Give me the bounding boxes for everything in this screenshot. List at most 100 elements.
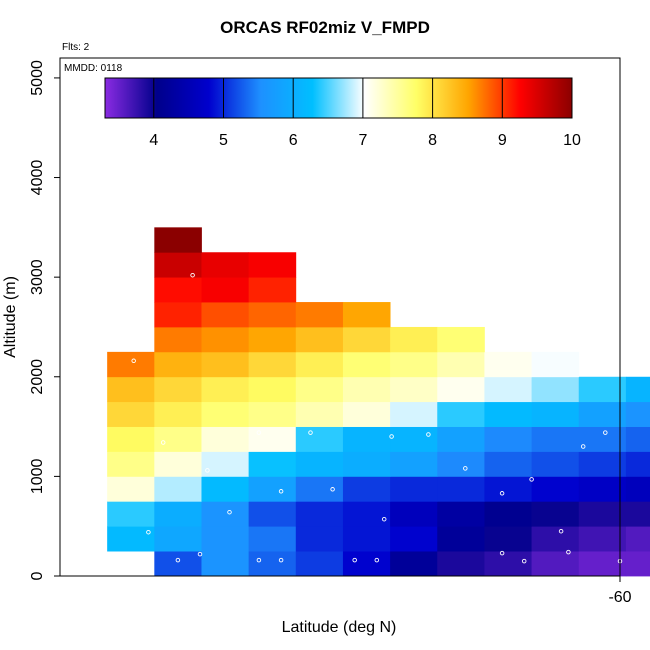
heatmap-cell — [437, 351, 485, 378]
observation-marker — [374, 557, 380, 563]
heatmap-cell — [342, 302, 391, 328]
heatmap-cell — [342, 376, 391, 403]
heatmap-cell — [201, 252, 250, 278]
heatmap-cell — [625, 526, 650, 552]
heatmap-cell — [201, 451, 250, 477]
heatmap-cell — [531, 501, 580, 527]
heatmap-cell — [625, 451, 650, 477]
heatmap-cell — [437, 426, 485, 452]
heatmap-cell — [390, 401, 438, 427]
heatmap-cell — [437, 376, 485, 403]
heatmap-cell — [107, 426, 155, 452]
heatmap-cell — [154, 376, 202, 403]
heatmap-cell — [437, 476, 485, 502]
observation-marker — [352, 557, 357, 563]
heatmap-cell — [154, 426, 202, 452]
colorbar: 4 5 6 7 8 9 10 — [104, 77, 581, 149]
heatmap-cell — [484, 451, 532, 477]
observation-marker — [160, 440, 166, 445]
heatmap-cell — [342, 426, 391, 452]
heatmap-cell — [342, 326, 391, 353]
heatmap-cell — [437, 551, 485, 577]
colorbar-tick-label: 10 — [563, 132, 581, 149]
observation-marker — [463, 466, 468, 471]
heatmap-cell — [342, 501, 391, 527]
observation-marker — [256, 430, 262, 435]
heatmap-cell — [248, 376, 297, 403]
heatmap-cell — [154, 351, 202, 378]
heatmap-cell — [437, 451, 485, 477]
heatmap-cell — [578, 551, 627, 577]
heatmap-cell — [201, 302, 250, 328]
heatmap-cell — [295, 551, 344, 577]
heatmap-cell — [437, 326, 485, 353]
heatmap-cell — [531, 351, 580, 378]
heatmap-cell — [578, 401, 627, 427]
heatmap-cell — [154, 476, 202, 502]
y-axis-label: Altitude (m) — [2, 276, 19, 358]
heatmap-cell — [295, 526, 344, 552]
heatmap-cell — [484, 551, 532, 577]
colorbar-tick-label: 9 — [498, 132, 507, 149]
heatmap-cell — [484, 526, 532, 552]
colorbar-tick-label: 5 — [219, 132, 228, 149]
observation-marker — [566, 549, 571, 555]
heatmap-cell — [531, 376, 580, 403]
heatmap-cell — [248, 451, 297, 477]
heatmap-cell — [201, 401, 250, 427]
heatmap-cell — [201, 551, 250, 577]
observation-markers — [131, 272, 623, 564]
observation-marker — [499, 550, 505, 556]
heatmap-cell — [578, 476, 627, 502]
observation-marker — [330, 487, 335, 492]
heatmap-cell — [248, 302, 297, 328]
observation-marker — [426, 432, 431, 437]
colorbar-tick-label: 7 — [358, 132, 367, 149]
observation-marker — [190, 272, 195, 278]
observation-marker — [175, 557, 181, 563]
heatmap-cell — [484, 376, 532, 403]
heatmap-cell — [531, 526, 580, 552]
heatmap-cell — [390, 476, 438, 502]
y-axis: 0 1000 2000 3000 4000 5000 — [29, 60, 60, 580]
heatmap-cell — [154, 401, 202, 427]
heatmap-cell — [295, 302, 344, 328]
heatmap-cell — [625, 501, 650, 527]
observation-marker — [580, 444, 586, 449]
heatmap-cell — [107, 401, 155, 427]
date-label: MMDD: 0118 — [64, 63, 123, 74]
heatmap-cell — [201, 351, 250, 378]
heatmap-cell — [484, 401, 532, 427]
colorbar-bar — [104, 77, 573, 119]
heatmap-cell — [248, 351, 297, 378]
heatmap-cell — [154, 302, 202, 328]
heatmap-cell — [154, 451, 202, 477]
observation-marker — [381, 516, 387, 522]
heatmap-cell — [201, 426, 250, 452]
heatmap-cell — [531, 551, 580, 577]
heatmap-cell — [578, 451, 627, 477]
heatmap-cell — [154, 252, 202, 278]
observation-marker — [205, 468, 210, 473]
observation-marker — [256, 557, 262, 563]
flights-label: Flts: 2 — [62, 42, 90, 53]
heatmap-cell — [248, 252, 297, 278]
heatmap-cell — [531, 426, 580, 452]
x-tick-label: -60 — [608, 589, 631, 606]
heatmap-cell — [201, 526, 250, 552]
heatmap-cell — [154, 526, 202, 552]
observation-marker — [278, 557, 284, 563]
heatmap-cell — [107, 526, 155, 552]
observation-marker — [227, 509, 232, 515]
heatmap-cell — [201, 501, 250, 527]
colorbar-tick-label: 4 — [149, 132, 158, 149]
heatmap-cell — [295, 376, 344, 403]
heatmap-cell — [625, 476, 650, 502]
observation-marker — [308, 430, 313, 435]
heatmap-cell — [248, 501, 297, 527]
heatmap-cell — [390, 501, 438, 527]
heatmap-cell — [154, 277, 202, 303]
heatmap-cell — [342, 451, 391, 477]
heatmap-cell — [342, 476, 391, 502]
heatmap-cell — [625, 376, 650, 403]
